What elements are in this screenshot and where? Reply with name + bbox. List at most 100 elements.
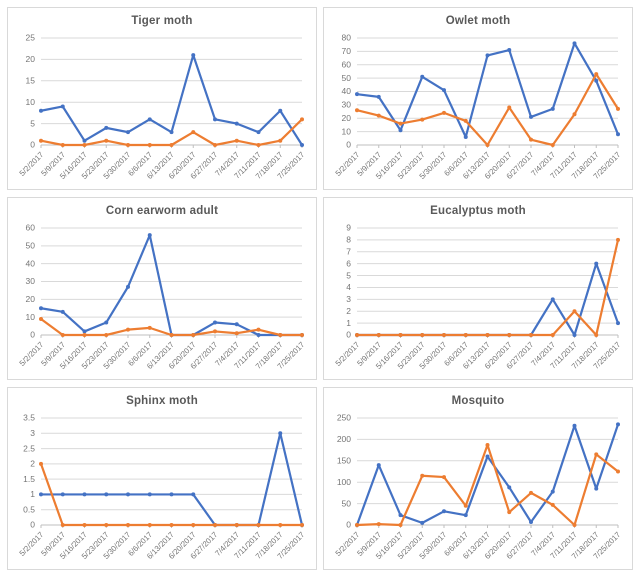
y-tick-label: 10 bbox=[342, 126, 352, 136]
data-point-series2 bbox=[169, 143, 174, 147]
data-point-series2 bbox=[572, 112, 577, 117]
chart-title-tiger-moth: Tiger moth bbox=[131, 15, 193, 27]
y-tick-label: 2.5 bbox=[23, 443, 35, 453]
data-point-series2 bbox=[104, 138, 109, 143]
data-point-series2 bbox=[463, 503, 468, 508]
data-point-series2 bbox=[376, 113, 381, 118]
y-tick-label: 2 bbox=[346, 306, 351, 316]
y-tick-label: 60 bbox=[26, 223, 36, 233]
data-point-series2 bbox=[104, 523, 109, 527]
data-point-series2 bbox=[442, 333, 446, 337]
data-point-series2 bbox=[60, 143, 65, 147]
y-tick-label: 15 bbox=[26, 76, 36, 86]
y-tick-label: 200 bbox=[337, 434, 351, 444]
data-point-series2 bbox=[442, 110, 446, 115]
data-point-series1 bbox=[376, 463, 381, 468]
data-point-series1 bbox=[442, 509, 446, 514]
chart-panel-corn-earworm-adult: Corn earworm adult 0 10 20 30 40 50 60 5/2/2017… bbox=[7, 197, 317, 380]
data-point-series2 bbox=[507, 510, 512, 515]
y-tick-label: 20 bbox=[26, 54, 36, 64]
data-point-series2 bbox=[376, 522, 381, 527]
y-tick-label: 3 bbox=[30, 428, 35, 438]
series-line-series1 bbox=[39, 234, 304, 337]
data-point-series1 bbox=[147, 117, 152, 122]
y-tick-label: 25 bbox=[26, 33, 36, 43]
data-point-series2 bbox=[39, 138, 43, 143]
data-point-series1 bbox=[104, 492, 109, 497]
data-point-series2 bbox=[616, 237, 620, 242]
data-point-series2 bbox=[39, 461, 43, 466]
data-point-series1 bbox=[420, 520, 425, 525]
y-tick-label: 100 bbox=[337, 477, 351, 487]
data-point-series2 bbox=[256, 523, 261, 527]
data-point-series1 bbox=[256, 130, 261, 135]
data-point-series1 bbox=[104, 125, 109, 130]
data-point-series2 bbox=[191, 523, 196, 527]
data-point-series2 bbox=[398, 333, 403, 337]
chart-canvas-sphinx-moth: 00.511.522.533.55/2/20175/9/20175/16/201… bbox=[18, 413, 307, 561]
data-point-series1 bbox=[507, 48, 512, 53]
data-point-series2 bbox=[300, 333, 304, 337]
data-point-series1 bbox=[104, 320, 109, 325]
data-point-series2 bbox=[550, 502, 555, 507]
data-point-series2 bbox=[376, 333, 381, 337]
data-point-series1 bbox=[420, 74, 425, 79]
data-point-series2 bbox=[485, 442, 490, 447]
chart-title-corn-earworm-adult: Corn earworm adult bbox=[105, 205, 219, 217]
data-point-series2 bbox=[82, 143, 87, 147]
y-tick-label: 0 bbox=[30, 330, 35, 340]
data-point-series2 bbox=[507, 105, 512, 110]
data-point-series1 bbox=[39, 108, 43, 113]
data-point-series1 bbox=[398, 128, 403, 133]
data-point-series1 bbox=[60, 492, 65, 497]
data-point-series1 bbox=[572, 41, 577, 46]
data-point-series2 bbox=[442, 475, 446, 480]
data-point-series2 bbox=[355, 523, 359, 527]
y-tick-label: 150 bbox=[337, 456, 351, 466]
data-point-series2 bbox=[355, 108, 359, 113]
data-point-series1 bbox=[256, 333, 261, 337]
data-point-series2 bbox=[169, 523, 174, 527]
y-tick-label: 20 bbox=[26, 294, 36, 304]
data-point-series1 bbox=[398, 513, 403, 518]
data-point-series2 bbox=[594, 72, 599, 77]
data-point-series2 bbox=[572, 523, 577, 527]
data-point-series2 bbox=[485, 333, 490, 337]
data-point-series2 bbox=[147, 325, 152, 330]
y-tick-label: 30 bbox=[342, 100, 352, 110]
data-point-series2 bbox=[420, 333, 425, 337]
data-point-series2 bbox=[213, 523, 217, 527]
y-tick-label: 6 bbox=[346, 258, 351, 268]
data-point-series1 bbox=[616, 422, 620, 427]
data-point-series2 bbox=[234, 138, 239, 143]
y-tick-label: 0 bbox=[30, 520, 35, 530]
chart-canvas-eucalyptus-moth: 01234567895/2/20175/9/20175/16/20175/23/… bbox=[334, 223, 623, 371]
data-point-series2 bbox=[463, 333, 468, 337]
data-point-series2 bbox=[572, 309, 577, 314]
data-point-series1 bbox=[126, 130, 130, 135]
data-point-series2 bbox=[594, 333, 599, 337]
data-point-series2 bbox=[300, 117, 304, 122]
series-line-series2 bbox=[355, 73, 620, 147]
y-tick-label: 0 bbox=[346, 520, 351, 530]
data-point-series1 bbox=[278, 431, 283, 436]
data-point-series1 bbox=[616, 321, 620, 326]
data-point-series1 bbox=[278, 108, 283, 113]
data-point-series1 bbox=[213, 320, 217, 325]
data-point-series1 bbox=[147, 233, 152, 238]
chart-panel-sphinx-moth: Sphinx moth 0 0.5 1 1.5 2 2.5 3 3.5 5/2/2017 5/9/… bbox=[7, 387, 317, 570]
data-point-series1 bbox=[39, 492, 43, 497]
y-tick-label: 50 bbox=[342, 498, 352, 508]
y-tick-label: 0 bbox=[346, 140, 351, 150]
data-point-series1 bbox=[376, 94, 381, 99]
y-tick-label: 20 bbox=[342, 113, 352, 123]
data-point-series2 bbox=[594, 452, 599, 457]
data-point-series2 bbox=[147, 143, 152, 147]
data-point-series1 bbox=[355, 92, 359, 97]
data-point-series1 bbox=[572, 333, 577, 337]
data-point-series2 bbox=[169, 333, 174, 337]
data-point-series2 bbox=[398, 523, 403, 527]
chart-title-eucalyptus-moth: Eucalyptus moth bbox=[430, 205, 526, 217]
data-point-series2 bbox=[529, 333, 533, 337]
y-tick-label: 9 bbox=[346, 223, 351, 233]
